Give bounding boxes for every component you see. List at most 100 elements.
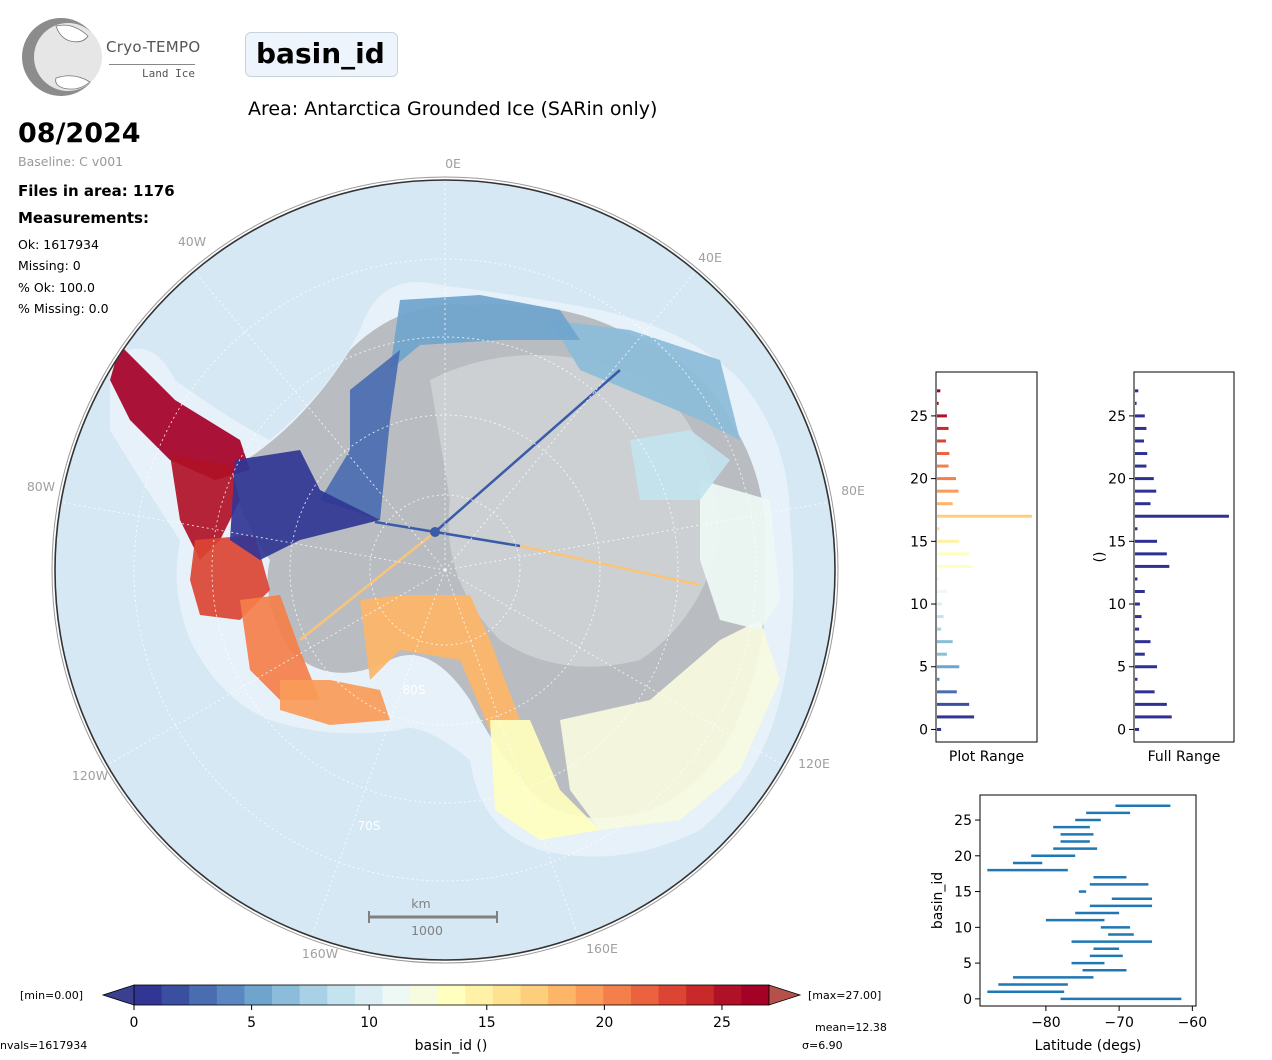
colorbar: 0 5 10 15 20 25 [min=0.00] [max=27.00] basin_… bbox=[0, 984, 887, 1054]
measurements-pct-ok: % Ok: 100.0 bbox=[18, 280, 95, 295]
y-tick-label: 20 bbox=[954, 849, 972, 865]
colorbar-segment bbox=[354, 985, 383, 1005]
colorbar-segment bbox=[244, 985, 273, 1005]
track-line bbox=[374, 520, 521, 548]
measurements-title: Measurements: bbox=[18, 209, 149, 227]
y-tick-label: 15 bbox=[1108, 534, 1126, 550]
colorbar-segment bbox=[299, 985, 328, 1005]
histogram-bar bbox=[1135, 665, 1158, 669]
area-title: Area: Antarctica Grounded Ice (SARin onl… bbox=[248, 98, 658, 120]
colorbar-segment bbox=[741, 985, 770, 1005]
longitude-label: 0E bbox=[445, 156, 461, 171]
basin-patch bbox=[360, 595, 520, 730]
histogram-frame bbox=[935, 371, 1038, 743]
colorbar-tick-label: 5 bbox=[247, 1015, 256, 1031]
colorbar-segment bbox=[603, 985, 632, 1005]
histogram-bar bbox=[1135, 564, 1170, 568]
histogram-bar bbox=[937, 677, 940, 681]
longitude-label: 80E bbox=[841, 483, 865, 498]
colorbar-segment bbox=[189, 985, 218, 1005]
histogram-frame bbox=[1133, 371, 1235, 743]
colorbar-segment bbox=[327, 985, 356, 1005]
histogram-bar bbox=[1135, 514, 1229, 518]
colorbar-segment bbox=[272, 985, 301, 1005]
histogram-bar bbox=[937, 514, 1032, 518]
histogram-full-range: 0 5 10 15 20 25 Full Range () bbox=[1092, 371, 1235, 765]
histogram-bar bbox=[1135, 452, 1148, 456]
histogram-bar bbox=[937, 464, 949, 468]
histogram-bar bbox=[1135, 702, 1167, 706]
x-axis-label: Latitude (degs) bbox=[1035, 1038, 1142, 1054]
colorbar-segment bbox=[520, 985, 549, 1005]
basin-patch bbox=[560, 620, 780, 830]
histogram-bar bbox=[937, 690, 957, 694]
track-line bbox=[434, 369, 621, 533]
x-tick-label: −80 bbox=[1031, 1015, 1061, 1031]
map-boundary bbox=[54, 179, 836, 961]
colorbar-max-extend bbox=[768, 984, 802, 1006]
x-axis-label: Full Range bbox=[1148, 749, 1221, 765]
histogram-bar bbox=[1135, 539, 1158, 543]
histogram-bar bbox=[1135, 426, 1147, 430]
histogram-bar bbox=[937, 439, 947, 443]
histogram-bar bbox=[937, 489, 959, 493]
pole-marker bbox=[430, 527, 440, 537]
histogram-bar bbox=[1135, 439, 1144, 443]
histogram-bar bbox=[937, 426, 949, 430]
y-tick-label: 5 bbox=[1117, 660, 1126, 676]
date-label: 08/2024 bbox=[18, 118, 141, 149]
histogram-bar bbox=[1135, 652, 1145, 656]
histogram-bar bbox=[1135, 389, 1139, 393]
histogram-bar bbox=[937, 414, 947, 418]
histogram-bar bbox=[937, 602, 942, 606]
colorbar-segment bbox=[713, 985, 742, 1005]
y-tick-label: 20 bbox=[910, 472, 928, 488]
y-tick-label: 25 bbox=[1108, 409, 1126, 425]
nvals-label: nvals=1617934 bbox=[0, 1039, 87, 1052]
y-tick-label: 20 bbox=[1108, 472, 1126, 488]
colorbar-segment bbox=[216, 985, 245, 1005]
colorbar-max-label: [max=27.00] bbox=[808, 989, 881, 1002]
basin-patch bbox=[700, 480, 780, 630]
y-tick-label: 0 bbox=[919, 722, 928, 738]
y-axis-label: basin_id bbox=[930, 872, 946, 929]
basin-patch bbox=[390, 295, 580, 370]
sigma-label: σ=6.90 bbox=[802, 1039, 843, 1052]
latitude-label: 80S bbox=[403, 683, 426, 697]
logo-divider bbox=[109, 64, 195, 65]
colorbar-segment bbox=[548, 985, 577, 1005]
meridian-line bbox=[444, 501, 830, 571]
y-tick-label: 0 bbox=[963, 992, 972, 1008]
histogram-bar bbox=[937, 652, 947, 656]
y-tick-label: 5 bbox=[919, 660, 928, 676]
y-tick-label: 10 bbox=[954, 920, 972, 936]
y-tick-label: 10 bbox=[910, 597, 928, 613]
latitude-label: 70S bbox=[358, 819, 381, 833]
mean-label: mean=12.38 bbox=[815, 1021, 887, 1034]
y-tick-label: 0 bbox=[1117, 722, 1126, 738]
basin-patch bbox=[230, 450, 380, 560]
histogram-bar bbox=[1135, 727, 1140, 731]
longitude-label: 160W bbox=[302, 946, 338, 961]
histogram-bar bbox=[1135, 502, 1151, 506]
histogram-bar bbox=[1135, 602, 1140, 606]
colorbar-segment bbox=[630, 985, 660, 1005]
longitude-label: 160E bbox=[586, 941, 618, 956]
basin-patch bbox=[630, 430, 730, 500]
histogram-bar bbox=[1135, 615, 1142, 619]
colorbar-min-extend bbox=[101, 984, 135, 1006]
basin-patch bbox=[490, 720, 600, 840]
histogram-bar bbox=[937, 615, 944, 619]
histogram-bar bbox=[937, 477, 956, 481]
measurements-ok: Ok: 1617934 bbox=[18, 237, 99, 252]
longitude-label: 120E bbox=[798, 756, 830, 771]
scale-value: 1000 bbox=[411, 923, 443, 938]
histogram-bar bbox=[937, 727, 942, 731]
histogram-bar bbox=[1135, 527, 1138, 531]
histogram-bar bbox=[937, 665, 960, 669]
histogram-bar bbox=[937, 389, 941, 393]
latitude-circle bbox=[369, 494, 521, 646]
histogram-bar bbox=[1135, 577, 1138, 581]
basin-patch bbox=[320, 350, 400, 520]
